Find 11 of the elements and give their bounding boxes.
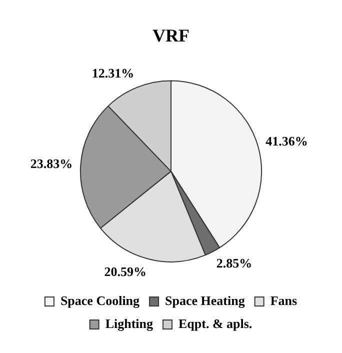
data-label: 12.31% (92, 66, 134, 81)
data-label: 23.83% (30, 156, 73, 172)
legend-label: Eqpt. & apls. (178, 316, 252, 331)
legend-label: Space Cooling (60, 292, 140, 308)
data-label: 41.36% (266, 133, 308, 148)
legend-label: Lighting (105, 316, 154, 331)
data-label: 2.85% (216, 255, 252, 270)
legend-label: Space Heating (165, 292, 246, 308)
chart-title: VRF (152, 25, 190, 46)
legend-label: Fans (270, 292, 298, 308)
data-label: 20.59% (104, 264, 147, 279)
